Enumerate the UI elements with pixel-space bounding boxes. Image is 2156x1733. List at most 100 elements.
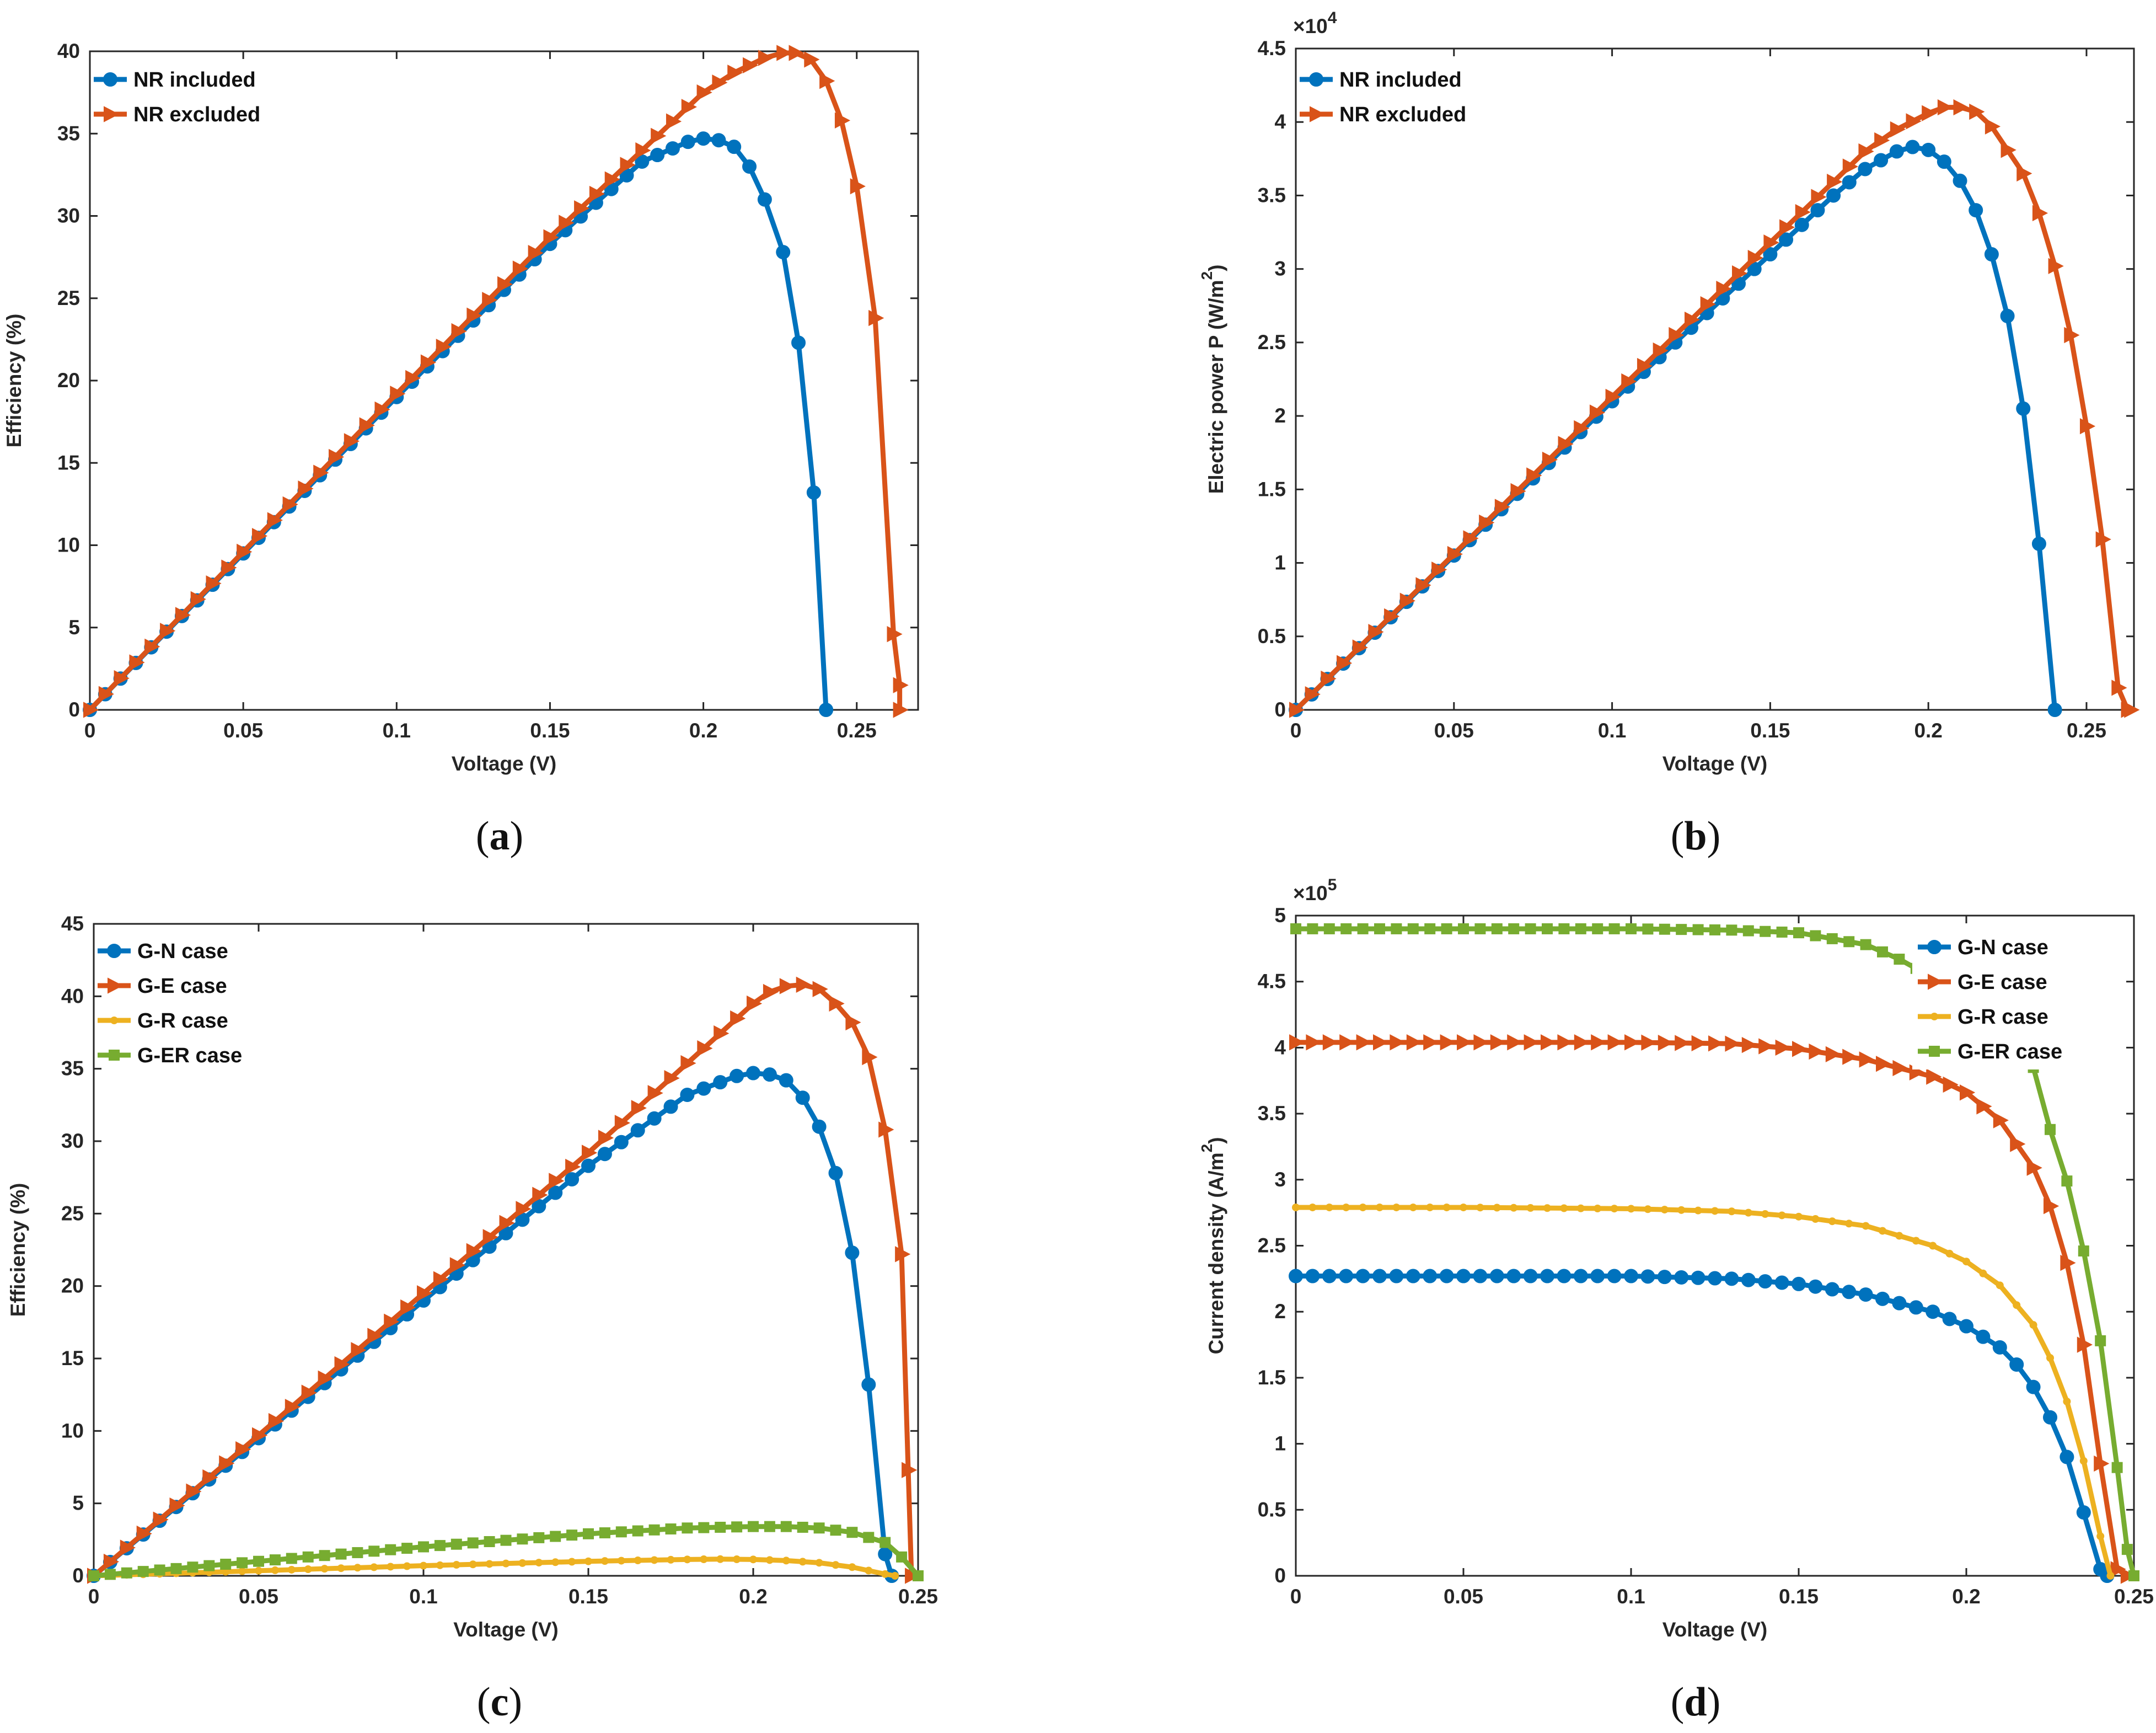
panel-c-series-g-r-case-marker xyxy=(238,1567,246,1575)
panel-b-ytick-label: 2 xyxy=(1274,404,1286,427)
panel-d-series-g-r-case-marker xyxy=(1308,1204,1317,1212)
panel-c-series-g-r-case-marker xyxy=(370,1563,378,1571)
panel-b-series-nr-included-marker xyxy=(1810,203,1825,218)
panel-a-ytick-label: 35 xyxy=(57,122,80,145)
panel-c-series-g-n-case-marker xyxy=(680,1087,695,1102)
panel-c-series-g-e-case-marker xyxy=(219,1455,235,1472)
panel-b-series-nr-excluded-marker xyxy=(1589,404,1606,421)
panel-a-series-nr-excluded-marker xyxy=(267,512,283,528)
panel-d-series-g-n-case-marker xyxy=(1423,1269,1438,1283)
panel-c-series-g-er-case-marker xyxy=(237,1557,248,1569)
panel-c-legend-marker xyxy=(108,977,124,994)
panel-a-series-nr-excluded-marker xyxy=(251,528,268,544)
panel-a-y-axis-label: Efficiency (%) xyxy=(3,314,25,448)
panel-c-y-axis-label: Efficiency (%) xyxy=(7,1183,29,1317)
panel-b-series-nr-excluded-marker xyxy=(1858,143,1874,160)
panel-a-series-nr-excluded-marker xyxy=(282,496,298,513)
panel-a-ytick-label: 30 xyxy=(57,205,80,227)
panel-c-series-g-n-case-marker xyxy=(548,1185,563,1200)
panel-c-series-g-r-case-marker xyxy=(337,1564,345,1572)
panel-b-legend-label: NR excluded xyxy=(1339,103,1466,126)
panel-d-series-g-r-case-marker xyxy=(2029,1321,2037,1329)
panel-c-series-g-n-case-marker xyxy=(762,1067,777,1082)
panel-d-series-g-er-case-marker xyxy=(1877,946,1888,958)
panel-d-series-g-e-case-marker xyxy=(1675,1035,1691,1051)
panel-b-series-nr-included-marker xyxy=(1937,154,1951,169)
panel-d-series-g-r-case-marker xyxy=(1627,1205,1635,1213)
panel-a-series-nr-excluded-marker xyxy=(574,200,590,217)
panel-a-series-nr-excluded-marker xyxy=(712,74,728,91)
panel-d-series-g-er-case-marker xyxy=(1424,923,1436,934)
panel-d-series-g-e-case-marker xyxy=(1876,1056,1892,1072)
panel-d-series-g-er-case-marker xyxy=(1676,924,1687,935)
panel-a-series-nr-included-marker xyxy=(819,703,834,717)
panel-a-caption: (a) xyxy=(476,814,523,859)
panel-c-xtick-label: 0.25 xyxy=(898,1585,938,1608)
panel-c-series-g-e-case-marker xyxy=(565,1158,581,1175)
panel-c-series-g-er-case-marker xyxy=(220,1558,232,1570)
panel-c-series-g-er-case-marker xyxy=(632,1525,643,1537)
panel-b-series-nr-excluded-marker xyxy=(1305,686,1321,703)
panel-d-series-g-er-case-marker xyxy=(1692,924,1704,935)
panel-b-series-nr-excluded-marker xyxy=(1479,514,1495,531)
panel-d-ytick-label: 0.5 xyxy=(1258,1498,1286,1521)
panel-d-series-g-r-case-marker xyxy=(1526,1204,1535,1212)
panel-c-series-g-e-case-marker xyxy=(449,1257,465,1274)
panel-d-series-g-er-case-marker xyxy=(1407,923,1419,934)
panel-d-series-g-n-case-marker xyxy=(1540,1269,1554,1283)
panel-c-series-g-er-case-marker xyxy=(846,1527,858,1538)
panel-d-series-g-er-case-marker xyxy=(1290,923,1301,934)
panel-c-xtick-label: 0.05 xyxy=(239,1585,278,1608)
panel-c-series-g-er-case-marker xyxy=(434,1540,446,1552)
panel-d-series-g-er-case-marker xyxy=(1491,923,1503,934)
panel-c-series-g-r-case-marker xyxy=(798,1558,807,1566)
panel-d-series-g-r-case-marker xyxy=(1711,1207,1719,1215)
panel-c-series-g-e-case-marker xyxy=(103,1553,120,1570)
panel-c-series-g-n-case-marker xyxy=(630,1123,645,1138)
panel-a-series-nr-excluded-marker xyxy=(329,448,345,466)
panel-d-series-g-r-case-marker xyxy=(1510,1204,1518,1212)
panel-d-series-g-e-case-marker xyxy=(1926,1068,1942,1085)
panel-c-series-g-r-case-marker xyxy=(667,1555,675,1564)
panel-d-series-g-n-case-marker xyxy=(1774,1275,1789,1290)
panel-a-xtick-label: 0.2 xyxy=(689,719,717,742)
panel-d-series-g-e-case-marker xyxy=(2044,1198,2060,1215)
panel-a-series-nr-excluded-marker xyxy=(451,323,467,340)
panel-c-series-g-e-case-marker xyxy=(747,995,763,1012)
panel-c-series-g-r-case-marker xyxy=(420,1561,427,1570)
panel-d-series-g-e-case-marker xyxy=(1306,1034,1322,1051)
panel-d-series-g-e-case-marker xyxy=(1708,1035,1724,1052)
panel-a-legend-label: NR included xyxy=(133,68,256,92)
panel-c-series-g-r-case-marker xyxy=(304,1565,312,1574)
panel-c-series-g-e-case-marker xyxy=(862,1049,878,1066)
panel-d-series-g-n-case-marker xyxy=(1406,1269,1420,1283)
panel-c-series-g-e-case-marker xyxy=(647,1085,663,1101)
panel-a-series-nr-excluded-marker xyxy=(436,339,452,355)
panel-c-series-g-er-case-marker xyxy=(467,1537,479,1549)
panel-c-series-g-r-case-marker xyxy=(600,1557,609,1565)
panel-d-series-g-r-case-marker xyxy=(1460,1204,1467,1212)
panel-d-series-g-r-case-marker xyxy=(1778,1211,1786,1219)
panel-c-series-g-n-case-marker xyxy=(696,1081,711,1096)
panel-d-series-g-e-case-marker xyxy=(2077,1336,2093,1353)
panel-c-ytick-label: 0 xyxy=(72,1564,84,1587)
panel-a-series-nr-included-marker xyxy=(742,159,757,174)
panel-c-series-g-er-case-marker xyxy=(286,1553,297,1564)
panel-d-series-g-r-case-marker xyxy=(1292,1204,1300,1212)
panel-b-series-nr-included-marker xyxy=(2031,536,2046,551)
panel-a-series-nr-excluded-marker xyxy=(696,84,712,101)
panel-b-series-nr-included-marker xyxy=(1874,153,1889,168)
panel-b-series-nr-excluded-marker xyxy=(1574,420,1590,437)
panel-c-series-g-er-case-marker xyxy=(154,1564,165,1576)
panel-c-ytick-label: 5 xyxy=(72,1492,84,1515)
panel-d-series-g-e-case-marker xyxy=(1457,1034,1473,1051)
panel-d-xtick-label: 0.25 xyxy=(2114,1585,2154,1608)
panel-d-series-g-e-case-marker xyxy=(1943,1076,1959,1093)
panel-d-ytick-label: 4 xyxy=(1274,1036,1286,1058)
panel-c-series-g-er-case-marker xyxy=(715,1522,726,1533)
panel-a-legend: NR included NR excluded xyxy=(94,68,260,126)
panel-d-legend-marker xyxy=(1927,940,1942,954)
panel-a-series-nr-excluded-marker xyxy=(893,702,909,718)
panel-d-series-g-er-case-marker xyxy=(1441,923,1452,934)
panel-a-series-nr-excluded-marker xyxy=(604,171,620,188)
